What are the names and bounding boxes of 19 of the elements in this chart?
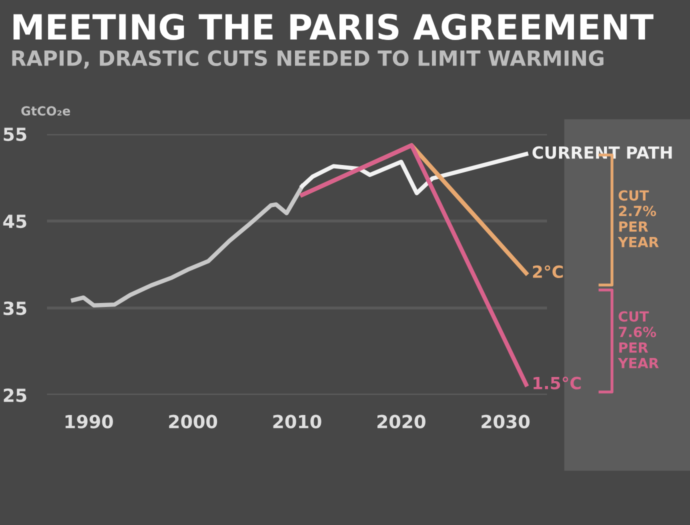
series-label: CURRENT PATH — [532, 146, 672, 159]
x-tick-label: 2000 — [169, 414, 218, 428]
chart-title: MEETING THE PARIS AGREEMENT — [14, 14, 654, 40]
series-label: 1.5°C — [534, 376, 581, 390]
line-series — [300, 152, 528, 196]
text: CUT 2.7% PER YEAR — [618, 190, 659, 248]
y-axis-title: GtCO₂e — [21, 106, 70, 116]
chart-subtitle: RAPID, DRASTIC CUTS NEEDED TO LIMIT WARMING — [12, 50, 604, 69]
series-label: 2°C — [533, 265, 563, 278]
y-tick-label: 55 — [4, 128, 26, 142]
y-tick-label: 25 — [4, 388, 26, 402]
x-tick-label: 2020 — [377, 414, 426, 428]
x-tick-label: 2010 — [273, 414, 322, 428]
text: CUT 7.6% PER YEAR — [618, 311, 659, 368]
y-tick-label: 35 — [4, 301, 26, 316]
x-tick-label: 2030 — [482, 414, 530, 428]
y-tick-label: 45 — [3, 214, 26, 228]
line-series — [70, 184, 304, 308]
x-tick-label: 1990 — [66, 414, 113, 428]
